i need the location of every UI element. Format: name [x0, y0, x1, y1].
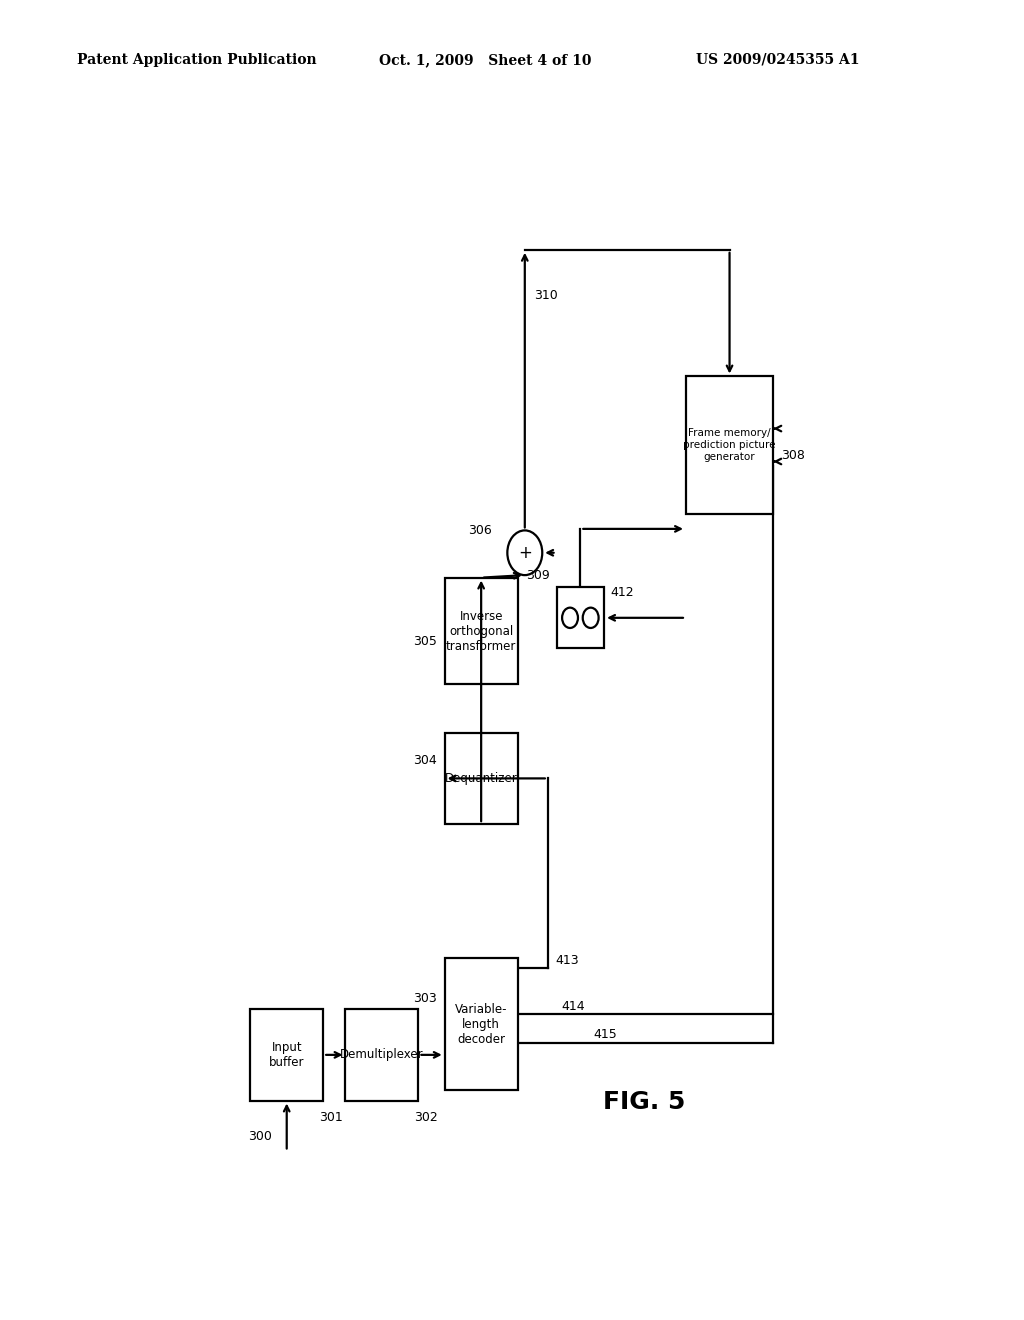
Text: US 2009/0245355 A1: US 2009/0245355 A1 [696, 53, 860, 67]
Bar [444, 733, 518, 824]
Text: FIG. 5: FIG. 5 [603, 1089, 685, 1114]
Text: 412: 412 [610, 586, 634, 599]
Circle shape [562, 607, 578, 628]
Circle shape [583, 607, 599, 628]
Text: 308: 308 [781, 449, 805, 462]
Bar [345, 1008, 419, 1101]
Text: 414: 414 [561, 999, 585, 1012]
Text: 413: 413 [556, 954, 580, 966]
Text: Dequantizer: Dequantizer [444, 772, 517, 785]
Text: 309: 309 [526, 569, 550, 582]
Text: 310: 310 [535, 289, 558, 302]
Bar [444, 958, 518, 1090]
Bar [250, 1008, 324, 1101]
Text: 304: 304 [413, 754, 436, 767]
Text: 300: 300 [249, 1130, 272, 1143]
Text: 303: 303 [413, 993, 436, 1006]
Text: Oct. 1, 2009   Sheet 4 of 10: Oct. 1, 2009 Sheet 4 of 10 [379, 53, 592, 67]
Bar [556, 587, 604, 648]
Text: Input
buffer: Input buffer [269, 1041, 304, 1069]
Text: 305: 305 [413, 635, 436, 648]
Text: 306: 306 [468, 524, 492, 537]
Bar [444, 578, 518, 684]
Text: +: + [518, 544, 531, 562]
Text: 301: 301 [319, 1110, 343, 1123]
Text: Patent Application Publication: Patent Application Publication [77, 53, 316, 67]
Text: 415: 415 [593, 1028, 616, 1041]
Text: Demultiplexer: Demultiplexer [340, 1048, 424, 1061]
Text: Inverse
orthogonal
transformer: Inverse orthogonal transformer [446, 610, 516, 652]
Text: 302: 302 [415, 1110, 438, 1123]
Text: Frame memory/
prediction picture
generator: Frame memory/ prediction picture generat… [683, 429, 776, 462]
Bar [686, 376, 773, 513]
Circle shape [507, 531, 543, 576]
Text: Variable-
length
decoder: Variable- length decoder [455, 1003, 508, 1045]
